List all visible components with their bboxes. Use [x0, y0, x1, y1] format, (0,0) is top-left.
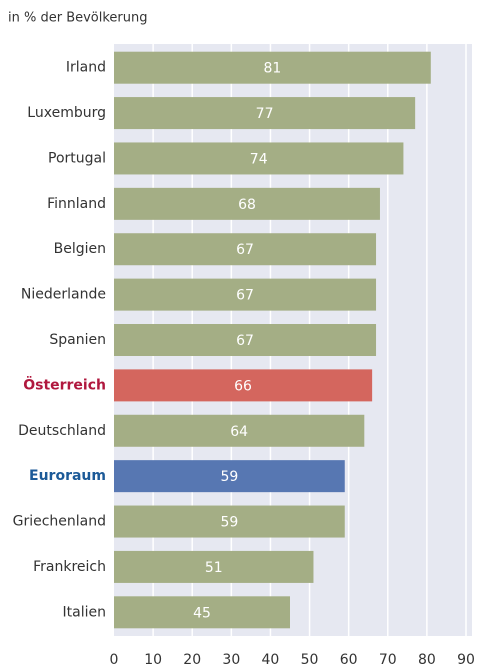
- x-tick-label: 20: [183, 652, 201, 668]
- x-tick-label: 70: [379, 652, 397, 668]
- x-tick-label: 0: [110, 652, 119, 668]
- data-label: 59: [220, 469, 238, 485]
- bar: [114, 187, 380, 220]
- data-label: 77: [256, 106, 274, 122]
- bar: [114, 505, 345, 538]
- bar: [114, 142, 404, 175]
- data-label: 66: [234, 378, 252, 394]
- data-label: 81: [263, 61, 281, 77]
- data-label: 59: [220, 515, 238, 531]
- y-tick-label: Frankreich: [33, 559, 106, 575]
- bar: [114, 324, 377, 356]
- bar: [114, 233, 377, 266]
- x-tick-label: 60: [340, 652, 358, 668]
- bar: [114, 97, 416, 130]
- x-tick-label: 90: [457, 652, 475, 668]
- chart-subtitle: in % der Bevölkerung: [8, 11, 148, 26]
- data-label: 67: [236, 242, 254, 258]
- y-tick-label: Euroraum: [29, 468, 106, 484]
- y-tick-label: Niederlande: [21, 287, 106, 303]
- x-tick-label: 50: [301, 652, 319, 668]
- y-tick-label: Italien: [63, 604, 106, 620]
- y-tick-label: Portugal: [48, 150, 106, 166]
- y-tick-label: Luxemburg: [27, 105, 106, 121]
- data-label: 45: [193, 605, 211, 621]
- bar: [114, 460, 345, 493]
- y-tick-label: Deutschland: [18, 423, 106, 439]
- y-tick-label: Finnland: [47, 196, 106, 212]
- bar: [114, 596, 290, 629]
- x-tick-label: 30: [222, 652, 240, 668]
- bar: [114, 369, 373, 402]
- data-label: 67: [236, 288, 254, 304]
- data-label: 68: [238, 197, 256, 213]
- data-label: 51: [205, 560, 223, 576]
- y-tick-label: Griechenland: [13, 514, 106, 530]
- x-tick-label: 10: [144, 652, 162, 668]
- x-tick-label: 80: [418, 652, 436, 668]
- y-tick-label: Österreich: [23, 375, 106, 393]
- y-tick-label: Belgien: [54, 241, 106, 257]
- bar: [114, 414, 365, 447]
- y-tick-label: Irland: [66, 60, 106, 76]
- x-tick-label: 40: [262, 652, 280, 668]
- y-tick-label: Spanien: [49, 332, 106, 348]
- bar: [114, 51, 431, 84]
- bar: [114, 550, 314, 583]
- bar: [114, 278, 377, 311]
- data-label: 64: [230, 424, 248, 440]
- data-label: 74: [250, 151, 268, 167]
- data-label: 67: [236, 333, 254, 349]
